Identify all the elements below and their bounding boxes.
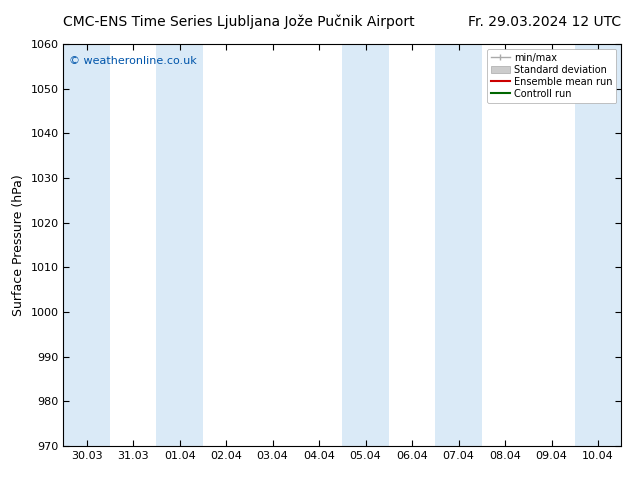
- Text: Fr. 29.03.2024 12 UTC: Fr. 29.03.2024 12 UTC: [468, 15, 621, 29]
- Text: CMC-ENS Time Series Ljubljana Jože Pučnik Airport: CMC-ENS Time Series Ljubljana Jože Pučni…: [63, 15, 415, 29]
- Bar: [436, 44, 482, 446]
- Text: © weatheronline.co.uk: © weatheronline.co.uk: [69, 56, 197, 66]
- Bar: [575, 44, 621, 446]
- Y-axis label: Surface Pressure (hPa): Surface Pressure (hPa): [12, 174, 25, 316]
- Bar: [157, 44, 203, 446]
- Bar: [342, 44, 389, 446]
- Legend: min/max, Standard deviation, Ensemble mean run, Controll run: min/max, Standard deviation, Ensemble me…: [487, 49, 616, 102]
- Bar: [63, 44, 110, 446]
